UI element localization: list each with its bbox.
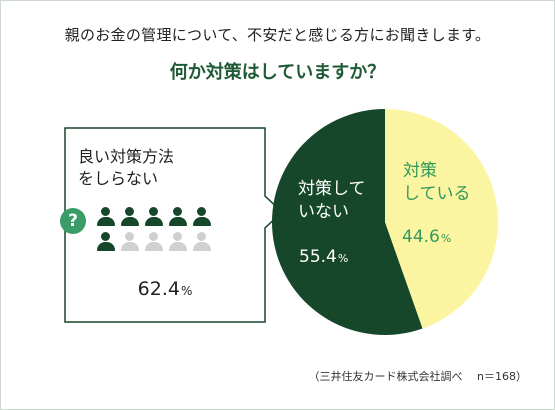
- callout-unit: %: [180, 284, 193, 298]
- person-icon: [144, 232, 164, 252]
- person-icon: [192, 207, 212, 227]
- pie-slice-not-taking-measures: [272, 109, 423, 335]
- chart-title-line2: 何か対策はしていますか？: [169, 62, 386, 83]
- slice-value-yes-number: 44.6: [402, 227, 440, 247]
- pie-slice-taking-measures: [385, 109, 499, 329]
- callout-title: 良い対策方法 をしらない: [78, 147, 175, 188]
- slice-value-taking-measures: 44.6%: [402, 226, 451, 250]
- person-icon: [96, 207, 116, 227]
- callout-value: 62.4: [137, 278, 180, 300]
- person-icon: [144, 207, 164, 227]
- slice-value-yes-unit: %: [440, 232, 452, 245]
- slice-value-no-number: 55.4: [299, 247, 337, 267]
- person-icon: [96, 232, 116, 252]
- person-icon: [168, 232, 188, 252]
- slice-value-not-taking-measures: 55.4%: [299, 246, 348, 270]
- person-icon: [120, 207, 140, 227]
- callout-percentage: 62.4%: [110, 278, 220, 300]
- question-mark-icon: ?: [60, 208, 86, 234]
- slice-label-taking-measures: 対策 している: [403, 161, 471, 204]
- slice-label-not-taking-measures: 対策して いない: [298, 179, 366, 222]
- source-note: （三井住友カード株式会社調べ n＝168）: [308, 370, 527, 383]
- chart-title-line1: 親のお金の管理について、不安だと感じる方にお聞きします。: [64, 26, 491, 44]
- person-icon: [120, 232, 140, 252]
- person-icon: [168, 207, 188, 227]
- slice-value-no-unit: %: [337, 252, 349, 265]
- person-icon: [192, 232, 212, 252]
